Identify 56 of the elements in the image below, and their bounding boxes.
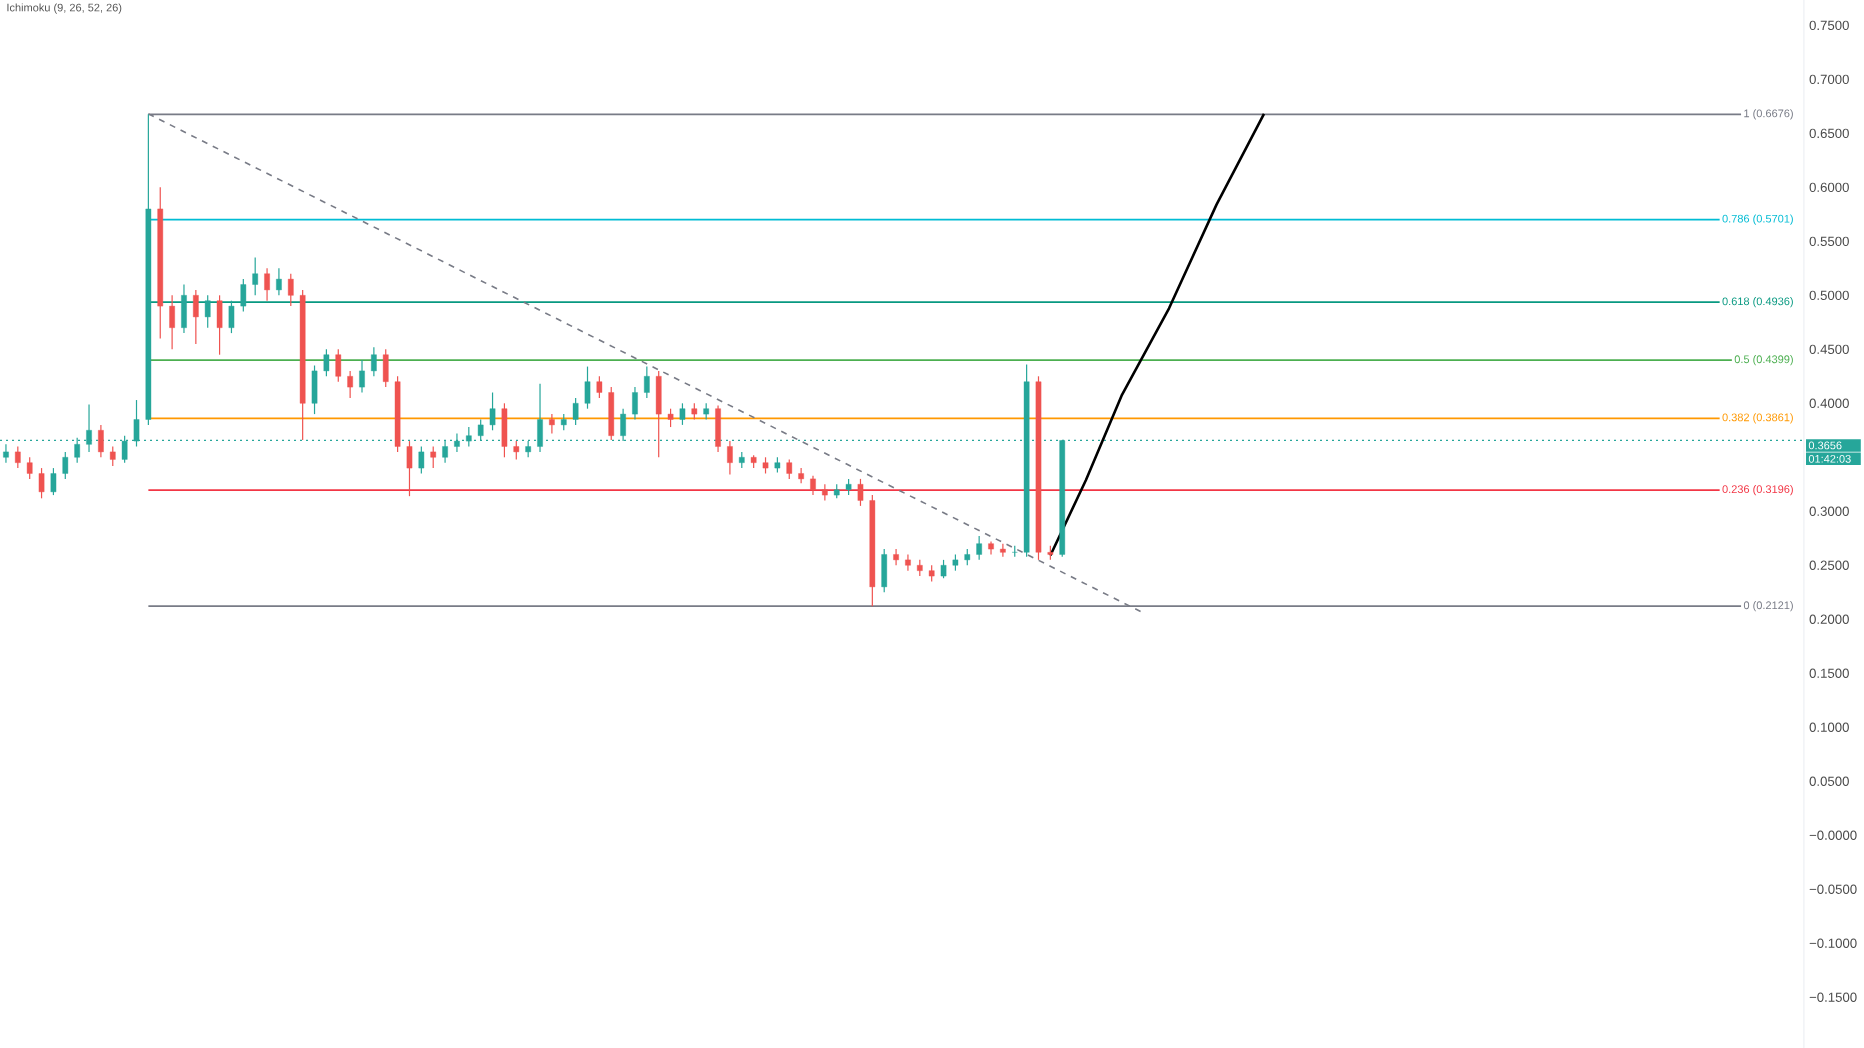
candlestick [715, 404, 721, 453]
candlestick [26, 456, 33, 480]
candlestick [501, 402, 508, 458]
candlestick [976, 535, 982, 561]
candlestick [276, 267, 282, 296]
candlestick [905, 553, 911, 572]
candlestick [644, 365, 650, 399]
candlestick [418, 445, 425, 475]
candlestick [216, 294, 223, 356]
candlestick [893, 548, 899, 566]
candlestick [193, 289, 199, 345]
candlestick [822, 483, 828, 502]
candlestick [1000, 543, 1006, 558]
candlestick [287, 273, 294, 307]
candlestick [679, 402, 686, 426]
candlestick [727, 440, 733, 476]
candlestick [810, 475, 816, 496]
candlestick [311, 364, 318, 415]
candlestick [572, 397, 579, 426]
candlestick [632, 386, 638, 421]
candlestick [359, 359, 365, 394]
candlestick [240, 278, 247, 313]
candlestick [620, 408, 626, 442]
candlestick [204, 294, 211, 329]
candlestick [62, 451, 69, 480]
candlestick [489, 391, 496, 431]
candlestick [98, 424, 104, 458]
candlestick [50, 467, 57, 496]
candlestick [655, 370, 662, 458]
candlestick [881, 548, 888, 593]
candlestick [442, 440, 448, 464]
candlestick [430, 445, 437, 469]
candlestick [940, 559, 947, 579]
line-series [1049, 112, 1266, 557]
candlestick [584, 365, 591, 410]
candlestick [549, 413, 555, 435]
candlestick [513, 440, 520, 461]
candlestick [608, 386, 615, 441]
candlestick [335, 348, 342, 383]
candlestick [667, 408, 674, 428]
candlestick [109, 445, 116, 467]
candlestick [38, 467, 45, 499]
candlestick [252, 256, 258, 296]
candlestick [15, 445, 21, 469]
candlestick [857, 478, 864, 507]
candlestick [596, 375, 603, 399]
candlestick [169, 294, 175, 350]
candlestick [347, 370, 353, 399]
candlestick [406, 440, 413, 497]
candlestick [181, 283, 187, 334]
candlestick [323, 348, 330, 377]
candlestick [786, 458, 793, 480]
candlestick [371, 346, 377, 377]
candlestick [228, 300, 235, 334]
candlestick [264, 267, 270, 302]
candlestick [382, 348, 389, 388]
